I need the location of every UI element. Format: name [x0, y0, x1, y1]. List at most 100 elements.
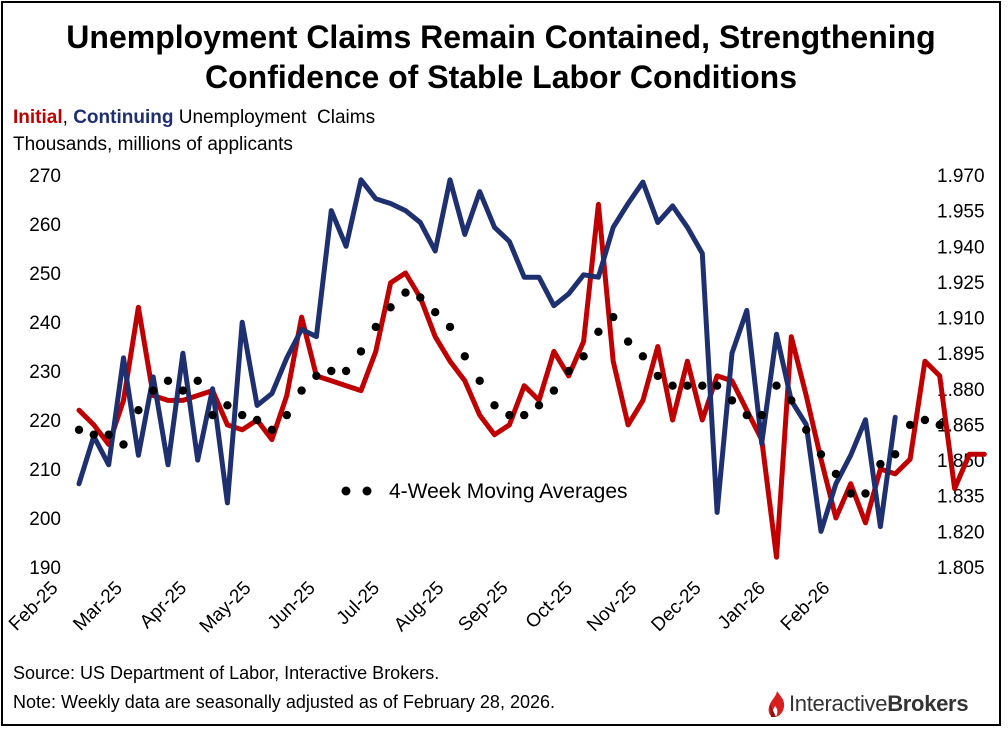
moving-average-point [74, 425, 84, 434]
moving-average-point [134, 406, 143, 415]
moving-average-point [356, 347, 366, 356]
x-tick-label: Mar-25 [69, 578, 126, 635]
left-tick-label: 190 [29, 558, 61, 579]
x-tick-label: Feb-25 [5, 578, 62, 635]
moving-average-point [831, 469, 841, 479]
x-tick-label: Feb-26 [777, 578, 834, 635]
moving-average-point [772, 381, 781, 390]
moving-average-point [742, 410, 751, 420]
moving-average-point [208, 410, 217, 420]
legend-separator: , [62, 107, 74, 128]
moving-average-point [104, 430, 113, 439]
moving-average-point [787, 396, 796, 405]
moving-average-point [431, 308, 440, 317]
left-tick-label: 220 [29, 411, 61, 432]
right-tick-label: 1.835 [937, 487, 985, 508]
logo-word-interactive: Interactive [789, 691, 888, 716]
moving-average-point [727, 396, 737, 405]
chart-title: Unemployment Claims Remain Contained, St… [3, 17, 999, 97]
left-tick-label: 260 [29, 215, 61, 236]
x-tick-label: Jul-25 [333, 578, 384, 629]
moving-average-point [520, 410, 529, 420]
moving-average-point [445, 322, 455, 332]
moving-average-point [267, 425, 277, 434]
source-text: Source: US Department of Labor, Interact… [13, 663, 440, 683]
right-tick-label: 1.880 [937, 380, 985, 401]
moving-average-point [638, 352, 648, 361]
right-tick-label: 1.895 [937, 344, 985, 365]
moving-average-point [920, 415, 930, 425]
moving-average-point [223, 401, 232, 410]
chart-title-line-1: Unemployment Claims Remain Contained, St… [66, 19, 936, 55]
moving-average-point [579, 352, 588, 361]
units-label: Thousands, millions of applicants [13, 134, 293, 155]
interactive-brokers-flame-icon [768, 691, 785, 717]
left-tick-label: 200 [29, 509, 61, 530]
moving-average-point [490, 401, 499, 410]
legend-continuing: Continuing [73, 107, 174, 128]
moving-average-point [163, 376, 173, 385]
moving-average-point [327, 366, 336, 376]
moving-average-point [549, 386, 559, 395]
x-tick-label: Sep-25 [455, 578, 513, 636]
left-tick-label: 250 [29, 264, 61, 285]
moving-average-point [475, 376, 484, 385]
moving-average-point [683, 381, 692, 390]
annotation-dot [362, 486, 372, 496]
x-tick-label: May-25 [196, 578, 256, 638]
moving-average-point [668, 381, 677, 390]
right-axis: 1.8051.8201.8351.8501.8651.8801.8951.910… [937, 166, 985, 579]
moving-average-point [816, 450, 826, 459]
note-text: Note: Weekly data are seasonally adjuste… [13, 692, 555, 712]
moving-average-point [341, 366, 351, 376]
chart-subtitle: Initial, Continuing Unemployment Claims [13, 107, 375, 129]
moving-average-point [460, 352, 469, 361]
moving-average-point [609, 312, 618, 322]
legend-rest: Unemployment Claims [173, 107, 376, 128]
x-axis: Feb-25 Mar-25 Apr-25 May-25 Jun-25 Jul-25 Aug-… [5, 578, 834, 638]
moving-average-point [252, 415, 262, 425]
interactive-brokers-logo: InteractiveBrokers [767, 689, 969, 719]
logo-word-brokers: Brokers [887, 691, 969, 716]
moving-average-point [416, 293, 425, 302]
left-tick-label: 210 [29, 460, 61, 481]
right-tick-label: 1.910 [937, 309, 985, 330]
moving-average-point [905, 420, 915, 430]
annotation-label: 4-Week Moving Averages [389, 480, 628, 503]
annotation-dot [341, 486, 351, 496]
moving-average-point [178, 386, 188, 395]
right-tick-label: 1.925 [937, 273, 985, 294]
left-tick-label: 230 [29, 362, 61, 383]
x-tick-label: Jun-25 [264, 578, 320, 634]
moving-average-point [712, 381, 722, 390]
moving-average-point [594, 327, 603, 336]
moving-average-point [757, 410, 766, 420]
legend-initial: Initial [13, 107, 63, 128]
moving-average-point [935, 420, 944, 430]
right-tick-label: 1.940 [937, 237, 985, 258]
chart-title-line-2: Confidence of Stable Labor Conditions [205, 59, 797, 95]
x-tick-label: Jan-26 [714, 578, 770, 634]
moving-average-point [238, 410, 247, 420]
moving-average-point [623, 337, 633, 346]
x-tick-label: Aug-25 [390, 578, 448, 636]
moving-average-point [193, 376, 202, 385]
right-tick-label: 1.805 [937, 558, 985, 579]
x-tick-label: Nov-25 [583, 578, 641, 636]
right-tick-label: 1.820 [937, 522, 985, 543]
moving-average-point [401, 288, 410, 297]
moving-average-point [282, 410, 291, 420]
moving-average-point [861, 489, 870, 498]
x-tick-label: Oct-25 [522, 578, 577, 633]
left-tick-label: 240 [29, 313, 61, 334]
moving-average-point [149, 386, 158, 395]
moving-average-point [564, 366, 573, 376]
moving-average-point [119, 440, 128, 449]
x-tick-label: Dec-25 [647, 578, 705, 636]
series-line-continuing [76, 177, 898, 534]
annotation-layer: 4-Week Moving Averages [341, 480, 628, 503]
moving-average-point [802, 425, 811, 434]
left-axis: 190 200 210 220 230 240 250 260 270 [29, 166, 61, 579]
right-tick-label: 1.955 [937, 202, 985, 223]
